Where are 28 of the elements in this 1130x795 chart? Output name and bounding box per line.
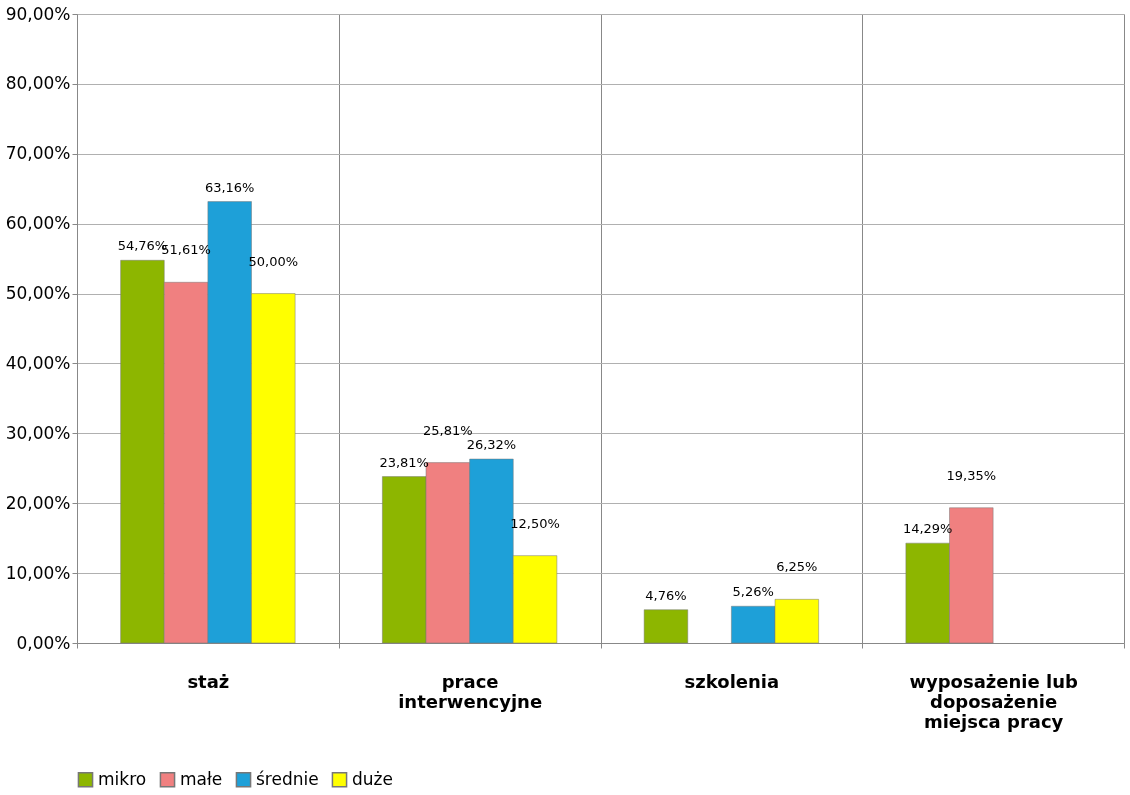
y-tick-label: 60,00% [5,213,71,234]
legend-label: małe [180,768,223,789]
y-tick-label: 50,00% [5,283,71,304]
y-tick-label: 10,00% [5,562,71,583]
y-tick-label: 20,00% [5,492,71,513]
y-tick-label: 0,00% [16,632,71,653]
y-tick-label: 80,00% [5,73,71,94]
legend-label: mikro [98,768,147,789]
y-tick-label: 40,00% [5,352,71,373]
x-tick-label: prace interwencyjne [398,670,543,712]
data-label: 4,76% [645,587,687,603]
y-tick-label: 90,00% [5,3,71,24]
data-label: 63,16% [204,179,255,195]
y-tick-label: 70,00% [5,143,71,164]
legend-label: duże [352,768,393,789]
x-tick-label: szkolenia [684,670,780,692]
x-tick-label: wyposażenie lub doposażenie miejsca pracy [909,670,1078,732]
x-tick-label: staż [187,670,230,692]
data-label: 6,25% [776,559,818,575]
data-label: 23,81% [379,454,429,470]
y-tick-label: 30,00% [5,422,71,443]
data-label: 25,81% [423,422,473,438]
data-label: 14,29% [902,521,953,537]
legend-label: średnie [256,768,319,789]
data-label: 5,26% [732,584,774,600]
data-label: 19,35% [946,467,997,483]
bar [643,609,688,644]
data-label: 26,32% [466,437,517,453]
